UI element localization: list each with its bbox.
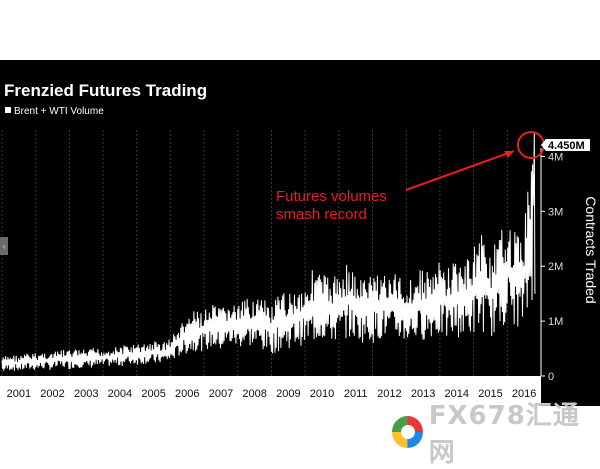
x-tick-2016: 2016 (512, 388, 536, 400)
annotation-arrow (405, 150, 515, 191)
left-scroll-tab[interactable]: ‹ (0, 237, 8, 255)
watermark: FX678汇通网 (392, 401, 600, 468)
series-line (1, 131, 536, 371)
x-tick-2005: 2005 (141, 388, 165, 400)
chart-title: Frenzied Futures Trading (4, 81, 207, 100)
annotation-line-1: Futures volumes (276, 188, 387, 205)
x-tick-2011: 2011 (344, 388, 368, 400)
y-tick-4: 4M (548, 151, 563, 163)
y-tick-0: 0 (548, 371, 554, 383)
x-tick-2003: 2003 (74, 388, 98, 400)
series-brent-wti-volume (1, 131, 536, 371)
y-axis-ticks: 0 1M 2M 3M 4M (541, 151, 563, 383)
x-tick-2008: 2008 (242, 388, 266, 400)
x-axis-band (0, 376, 541, 406)
y-tick-3: 3M (548, 206, 563, 218)
watermark-logo-icon (392, 416, 423, 448)
x-tick-2009: 2009 (276, 388, 300, 400)
value-callout-label: 4.450M (548, 140, 585, 152)
annotation-arrowhead (504, 151, 514, 158)
y-tick-2: 2M (548, 261, 563, 273)
x-tick-2012: 2012 (377, 388, 401, 400)
x-tick-2010: 2010 (310, 388, 334, 400)
annotation-line-2: smash record (276, 206, 367, 223)
x-tick-2002: 2002 (40, 388, 64, 400)
value-callout-box (541, 139, 590, 151)
value-callout: 4.450M (541, 139, 590, 152)
x-tick-2007: 2007 (209, 388, 233, 400)
x-tick-2015: 2015 (478, 388, 502, 400)
chart-background (0, 60, 600, 406)
x-tick-2013: 2013 (411, 388, 435, 400)
y-axis-label: Contracts Traded (583, 196, 599, 303)
legend-label: Brent + WTI Volume (14, 106, 104, 117)
x-tick-2014: 2014 (445, 388, 469, 400)
x-axis-ticks: 2001 2002 2003 2004 2005 2006 2007 2008 2009 2010… (7, 388, 537, 400)
watermark-text: FX678汇通网 (428, 401, 580, 468)
x-tick-2001: 2001 (7, 388, 31, 400)
x-tick-2004: 2004 (108, 388, 132, 400)
y-tick-1: 1M (548, 316, 563, 328)
x-tick-2006: 2006 (175, 388, 199, 400)
legend-swatch (5, 107, 11, 113)
